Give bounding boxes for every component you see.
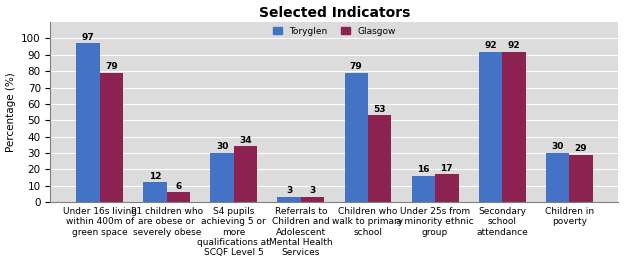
Bar [210, 153, 234, 202]
Text: 92: 92 [507, 41, 520, 50]
Text: 17: 17 [441, 164, 453, 173]
Bar [278, 197, 301, 202]
Bar [545, 153, 569, 202]
Bar [144, 182, 167, 202]
Bar [234, 146, 257, 202]
Text: 92: 92 [484, 41, 497, 50]
Text: 79: 79 [105, 62, 118, 71]
Bar [412, 176, 435, 202]
Text: 12: 12 [149, 172, 162, 181]
Text: 3: 3 [310, 186, 316, 195]
Text: 30: 30 [551, 142, 563, 151]
Text: 30: 30 [216, 142, 228, 151]
Bar [502, 52, 525, 202]
Text: 16: 16 [417, 165, 429, 174]
Bar [569, 155, 593, 202]
Text: 97: 97 [82, 33, 94, 42]
Bar [368, 115, 391, 202]
Bar [435, 174, 459, 202]
Bar [76, 43, 100, 202]
Legend: Toryglen, Glasgow: Toryglen, Glasgow [273, 27, 396, 36]
Text: 79: 79 [350, 62, 363, 71]
Text: 29: 29 [575, 144, 587, 153]
Text: 6: 6 [175, 181, 182, 190]
Bar [100, 73, 123, 202]
Text: 53: 53 [374, 105, 386, 114]
Bar [479, 52, 502, 202]
Text: 34: 34 [239, 136, 252, 145]
Title: Selected Indicators: Selected Indicators [259, 6, 410, 19]
Bar [344, 73, 368, 202]
Bar [167, 192, 190, 202]
Text: 3: 3 [286, 186, 292, 195]
Bar [301, 197, 324, 202]
Y-axis label: Percentage (%): Percentage (%) [6, 72, 16, 152]
